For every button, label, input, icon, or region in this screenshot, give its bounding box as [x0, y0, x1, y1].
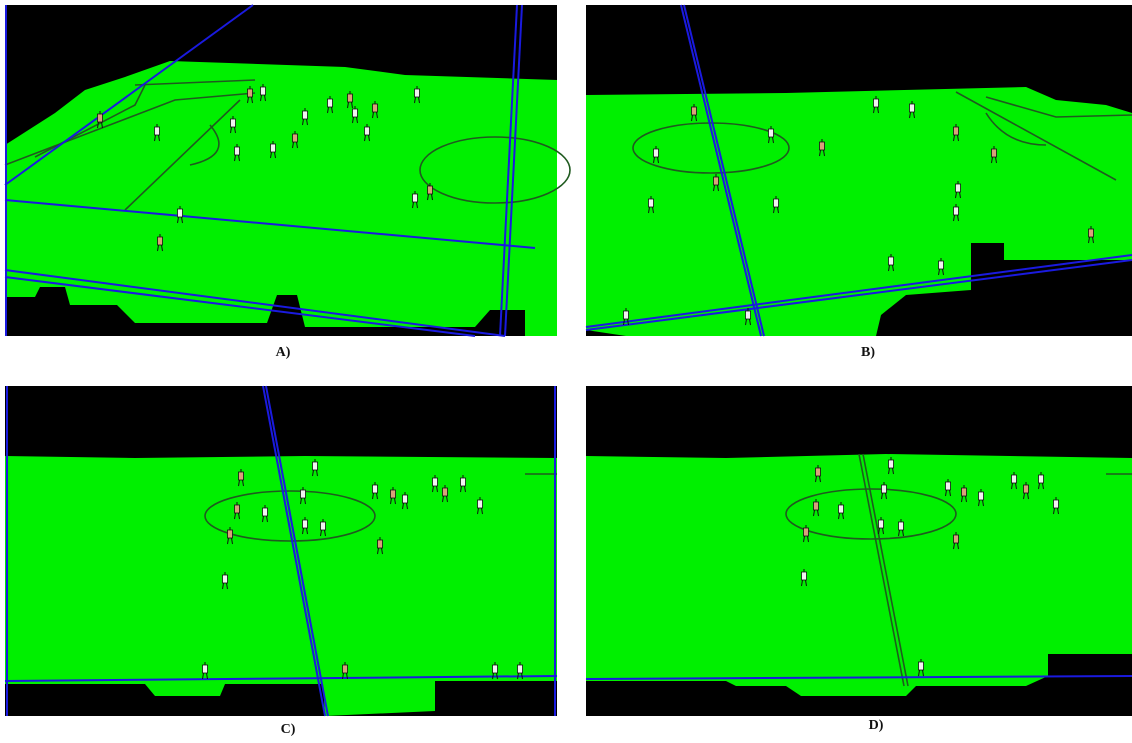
player-body	[248, 89, 253, 97]
player-body	[178, 209, 183, 217]
panel-label: B)	[861, 345, 875, 360]
player-body	[313, 462, 318, 470]
player-body	[98, 114, 103, 122]
player-body	[373, 104, 378, 112]
player-body	[413, 194, 418, 202]
player-body	[321, 522, 326, 530]
player-body	[373, 485, 378, 493]
player-body	[271, 144, 276, 152]
player-body	[919, 662, 924, 670]
player-body	[954, 207, 959, 215]
player-body	[378, 540, 383, 548]
player-body	[443, 488, 448, 496]
panel-a	[5, 5, 570, 336]
player-body	[428, 186, 433, 194]
player-body	[158, 237, 163, 245]
player-body	[1024, 485, 1029, 493]
player-body	[954, 535, 959, 543]
player-body	[1054, 500, 1059, 508]
player-body	[461, 478, 466, 486]
player-body	[231, 119, 236, 127]
player-body	[910, 104, 915, 112]
player-body	[816, 468, 821, 476]
player-body	[261, 87, 266, 95]
player-body	[228, 530, 233, 538]
player-body	[624, 311, 629, 319]
player-body	[343, 665, 348, 673]
player-body	[692, 107, 697, 115]
player-body	[649, 199, 654, 207]
player-body	[889, 257, 894, 265]
player-body	[769, 129, 774, 137]
player-body	[879, 520, 884, 528]
player-body	[814, 502, 819, 510]
player-body	[518, 665, 523, 673]
player-body	[874, 99, 879, 107]
player-body	[433, 478, 438, 486]
player-body	[328, 99, 333, 107]
player-body	[478, 500, 483, 508]
player-body	[714, 177, 719, 185]
player-body	[820, 142, 825, 150]
player-body	[303, 520, 308, 528]
player-body	[235, 505, 240, 513]
player-body	[348, 94, 353, 102]
player-body	[774, 199, 779, 207]
player-body	[391, 490, 396, 498]
player-body	[235, 147, 240, 155]
player-body	[654, 149, 659, 157]
panel-d	[586, 386, 1132, 716]
figure: A) B)	[0, 0, 1132, 743]
panel-label: D)	[869, 718, 884, 733]
player-body	[1012, 475, 1017, 483]
panel-label: C)	[281, 722, 296, 737]
player-body	[979, 492, 984, 500]
player-body	[962, 488, 967, 496]
player-body	[263, 508, 268, 516]
player-body	[365, 127, 370, 135]
player-body	[223, 575, 228, 583]
player-body	[939, 261, 944, 269]
player-body	[954, 127, 959, 135]
player-body	[889, 460, 894, 468]
player-body	[899, 522, 904, 530]
player-body	[1039, 475, 1044, 483]
player-body	[839, 505, 844, 513]
panel-label: A)	[276, 345, 291, 360]
player-body	[804, 528, 809, 536]
player-body	[746, 311, 751, 319]
player-body	[956, 184, 961, 192]
player-body	[493, 665, 498, 673]
player-body	[301, 490, 306, 498]
player-body	[946, 482, 951, 490]
player-body	[155, 127, 160, 135]
player-body	[403, 495, 408, 503]
player-body	[353, 109, 358, 117]
player-body	[303, 111, 308, 119]
player-body	[239, 472, 244, 480]
player-body	[293, 134, 298, 142]
player-body	[415, 89, 420, 97]
player-body	[882, 485, 887, 493]
player-body	[1089, 229, 1094, 237]
player-body	[992, 149, 997, 157]
player-body	[203, 665, 208, 673]
field	[5, 61, 557, 336]
player-body	[802, 572, 807, 580]
panel-c	[5, 386, 557, 716]
panel-b	[586, 5, 1132, 336]
